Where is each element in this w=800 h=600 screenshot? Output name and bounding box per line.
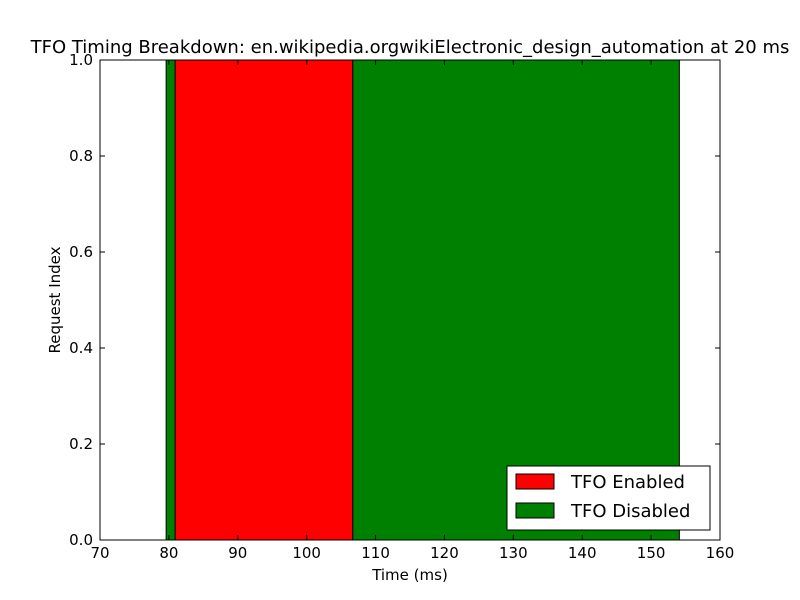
legend-label: TFO Disabled	[570, 501, 690, 522]
x-tick-label: 80	[159, 544, 178, 562]
y-tick-label: 0.6	[69, 243, 93, 261]
x-tick-label: 100	[292, 544, 321, 562]
chart-title: TFO Timing Breakdown: en.wikipedia.orgwi…	[30, 37, 790, 58]
x-tick-label: 150	[637, 544, 666, 562]
x-tick-label: 90	[228, 544, 247, 562]
x-tick-label: 140	[568, 544, 597, 562]
x-tick-label: 160	[706, 544, 735, 562]
y-axis-ticks: 0.0 0.2 0.4 0.6 0.8 1.0	[69, 51, 720, 549]
y-axis-label: Request Index	[46, 246, 64, 353]
x-tick-label: 70	[90, 544, 109, 562]
x-axis-ticks: 70 80 90 100 110 120 130 140 150 160	[90, 60, 734, 562]
y-tick-label: 0.8	[69, 147, 93, 165]
bar-tfo-disabled-1	[352, 59, 680, 541]
x-tick-label: 110	[361, 544, 390, 562]
bar-tfo-enabled-0	[174, 59, 354, 541]
y-tick-label: 0.0	[69, 531, 93, 549]
y-tick-label: 1.0	[69, 51, 93, 69]
x-axis-label: Time (ms)	[371, 566, 448, 584]
legend-swatch	[515, 502, 555, 519]
legend: TFO Enabled TFO Disabled	[506, 465, 711, 531]
x-tick-label: 120	[430, 544, 459, 562]
bars-group	[165, 59, 680, 541]
y-tick-label: 0.4	[69, 339, 93, 357]
legend-label: TFO Enabled	[570, 472, 685, 493]
plot-frame	[99, 59, 721, 541]
x-tick-label: 130	[499, 544, 528, 562]
legend-swatch	[515, 473, 555, 490]
y-tick-label: 0.2	[69, 435, 93, 453]
bar-tfo-disabled-0	[165, 59, 176, 541]
